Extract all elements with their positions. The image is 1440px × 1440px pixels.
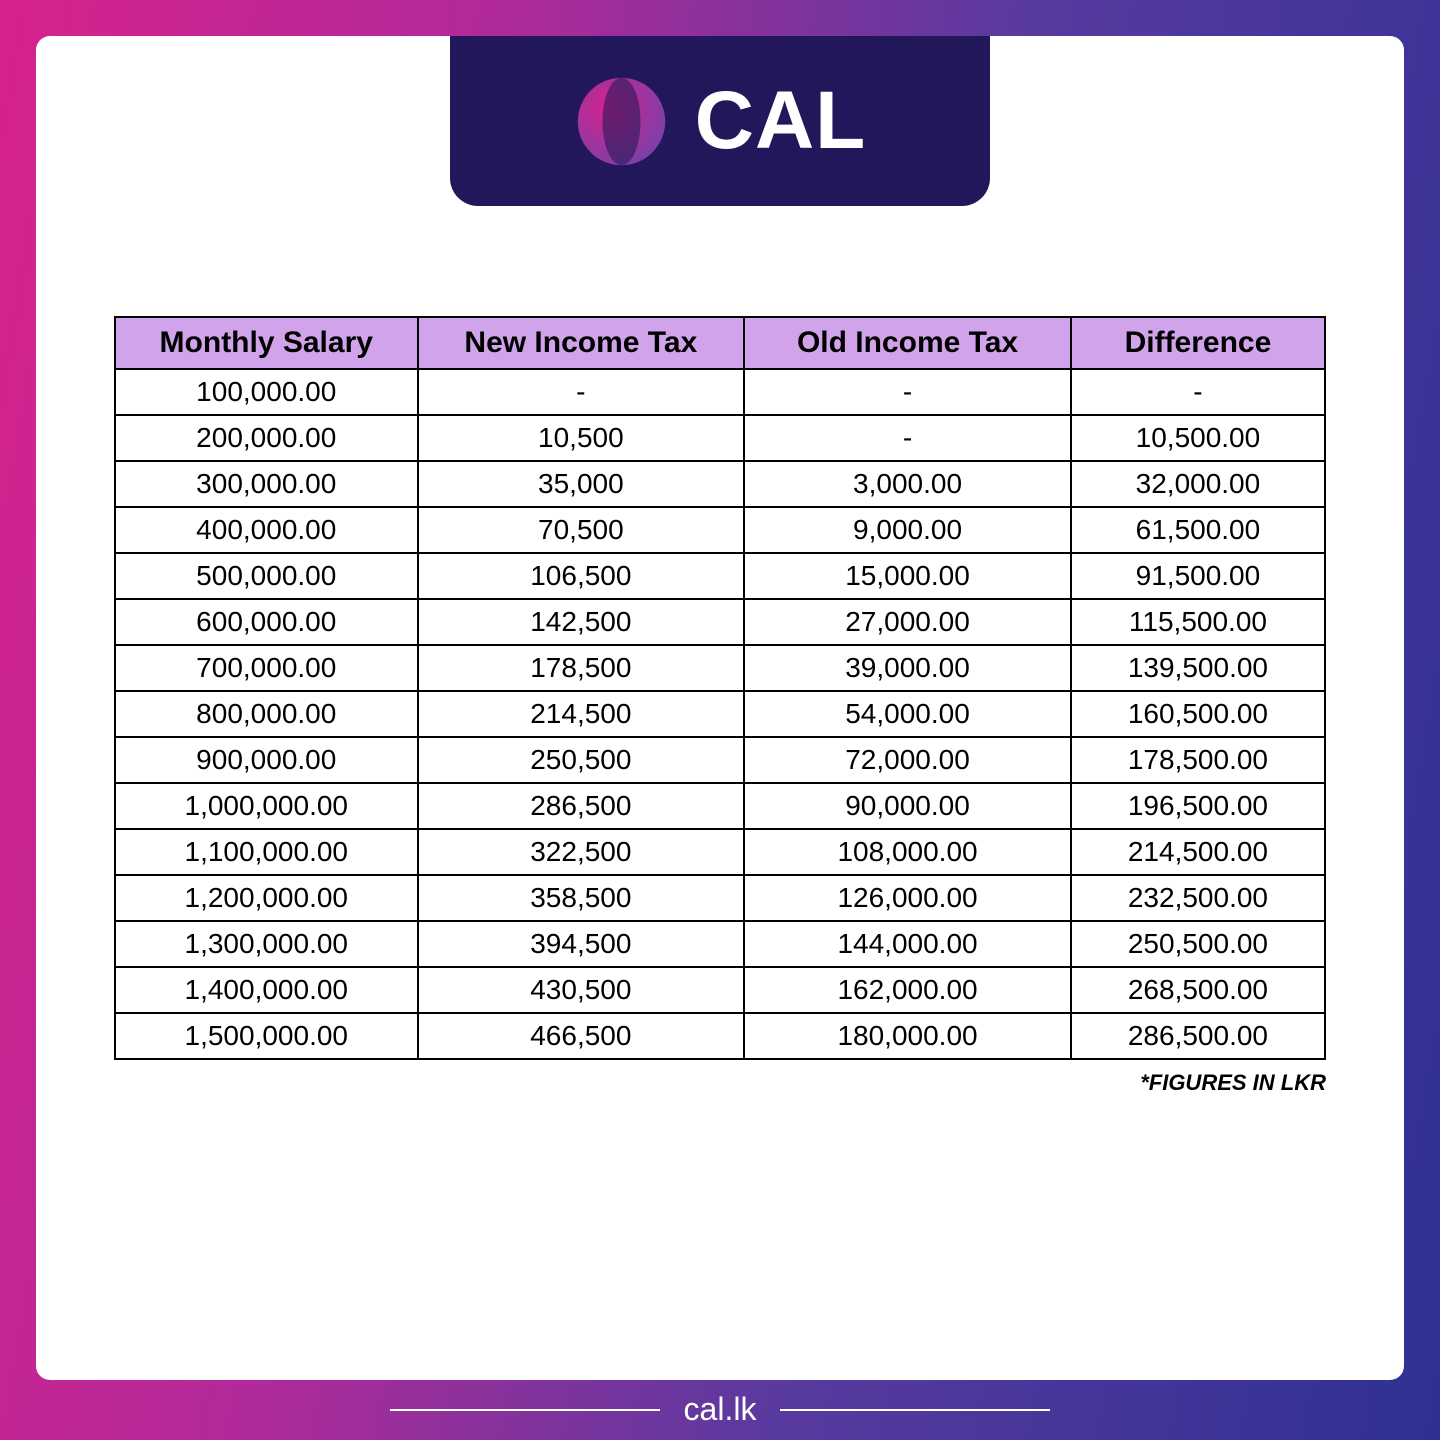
table-cell: -	[1071, 369, 1325, 415]
table-cell: 700,000.00	[115, 645, 418, 691]
table-cell: 144,000.00	[744, 921, 1071, 967]
table-cell: 800,000.00	[115, 691, 418, 737]
table-cell: 61,500.00	[1071, 507, 1325, 553]
table-cell: 286,500	[418, 783, 745, 829]
table-cell: 180,000.00	[744, 1013, 1071, 1059]
table-cell: 430,500	[418, 967, 745, 1013]
table-row: 200,000.0010,500-10,500.00	[115, 415, 1325, 461]
table-cell: -	[744, 369, 1071, 415]
table-cell: -	[744, 415, 1071, 461]
footer: cal.lk	[0, 1391, 1440, 1428]
table-row: 100,000.00---	[115, 369, 1325, 415]
table-cell: 27,000.00	[744, 599, 1071, 645]
table-cell: 115,500.00	[1071, 599, 1325, 645]
table-cell: 90,000.00	[744, 783, 1071, 829]
table-cell: 70,500	[418, 507, 745, 553]
table-row: 700,000.00178,50039,000.00139,500.00	[115, 645, 1325, 691]
table-row: 300,000.0035,0003,000.0032,000.00	[115, 461, 1325, 507]
table-cell: 1,200,000.00	[115, 875, 418, 921]
table-cell: 900,000.00	[115, 737, 418, 783]
table-cell: 3,000.00	[744, 461, 1071, 507]
table-cell: 10,500.00	[1071, 415, 1325, 461]
table-cell: 100,000.00	[115, 369, 418, 415]
table-cell: 214,500	[418, 691, 745, 737]
table-cell: -	[418, 369, 745, 415]
brand-tab: CAL	[450, 36, 990, 206]
table-cell: 54,000.00	[744, 691, 1071, 737]
table-row: 800,000.00214,50054,000.00160,500.00	[115, 691, 1325, 737]
content-card: CAL Monthly SalaryNew Income TaxOld Inco…	[36, 36, 1404, 1380]
table-cell: 268,500.00	[1071, 967, 1325, 1013]
table-row: 1,300,000.00394,500144,000.00250,500.00	[115, 921, 1325, 967]
table-cell: 1,500,000.00	[115, 1013, 418, 1059]
table-row: 600,000.00142,50027,000.00115,500.00	[115, 599, 1325, 645]
table-cell: 400,000.00	[115, 507, 418, 553]
brand-logo-icon	[574, 74, 669, 169]
table-row: 1,000,000.00286,50090,000.00196,500.00	[115, 783, 1325, 829]
table-header-cell: Difference	[1071, 317, 1325, 369]
table-row: 1,500,000.00466,500180,000.00286,500.00	[115, 1013, 1325, 1059]
table-row: 400,000.0070,5009,000.0061,500.00	[115, 507, 1325, 553]
table-cell: 300,000.00	[115, 461, 418, 507]
table-footnote: *FIGURES IN LKR	[114, 1070, 1326, 1096]
table-cell: 250,500.00	[1071, 921, 1325, 967]
table-cell: 322,500	[418, 829, 745, 875]
table-row: 1,200,000.00358,500126,000.00232,500.00	[115, 875, 1325, 921]
table-cell: 178,500	[418, 645, 745, 691]
table-cell: 160,500.00	[1071, 691, 1325, 737]
table-cell: 196,500.00	[1071, 783, 1325, 829]
tax-table: Monthly SalaryNew Income TaxOld Income T…	[114, 316, 1326, 1060]
table-cell: 139,500.00	[1071, 645, 1325, 691]
table-cell: 39,000.00	[744, 645, 1071, 691]
brand-name: CAL	[695, 74, 867, 168]
table-row: 500,000.00106,50015,000.0091,500.00	[115, 553, 1325, 599]
table-cell: 1,100,000.00	[115, 829, 418, 875]
table-cell: 286,500.00	[1071, 1013, 1325, 1059]
table-cell: 1,300,000.00	[115, 921, 418, 967]
table-cell: 10,500	[418, 415, 745, 461]
table-cell: 500,000.00	[115, 553, 418, 599]
table-cell: 126,000.00	[744, 875, 1071, 921]
table-cell: 232,500.00	[1071, 875, 1325, 921]
table-cell: 35,000	[418, 461, 745, 507]
table-cell: 15,000.00	[744, 553, 1071, 599]
table-cell: 200,000.00	[115, 415, 418, 461]
table-cell: 9,000.00	[744, 507, 1071, 553]
table-header-cell: Old Income Tax	[744, 317, 1071, 369]
footer-url: cal.lk	[684, 1391, 757, 1428]
table-cell: 108,000.00	[744, 829, 1071, 875]
table-row: 1,400,000.00430,500162,000.00268,500.00	[115, 967, 1325, 1013]
table-header-cell: New Income Tax	[418, 317, 745, 369]
table-cell: 394,500	[418, 921, 745, 967]
table-cell: 1,000,000.00	[115, 783, 418, 829]
table-cell: 142,500	[418, 599, 745, 645]
table-cell: 1,400,000.00	[115, 967, 418, 1013]
table-cell: 600,000.00	[115, 599, 418, 645]
table-cell: 72,000.00	[744, 737, 1071, 783]
table-cell: 214,500.00	[1071, 829, 1325, 875]
table-cell: 466,500	[418, 1013, 745, 1059]
footer-divider-right	[780, 1409, 1050, 1411]
table-cell: 178,500.00	[1071, 737, 1325, 783]
tax-table-container: Monthly SalaryNew Income TaxOld Income T…	[114, 316, 1326, 1096]
table-cell: 358,500	[418, 875, 745, 921]
table-cell: 106,500	[418, 553, 745, 599]
table-cell: 32,000.00	[1071, 461, 1325, 507]
table-row: 900,000.00250,50072,000.00178,500.00	[115, 737, 1325, 783]
table-cell: 250,500	[418, 737, 745, 783]
footer-divider-left	[390, 1409, 660, 1411]
table-cell: 162,000.00	[744, 967, 1071, 1013]
table-row: 1,100,000.00322,500108,000.00214,500.00	[115, 829, 1325, 875]
table-cell: 91,500.00	[1071, 553, 1325, 599]
table-header-cell: Monthly Salary	[115, 317, 418, 369]
